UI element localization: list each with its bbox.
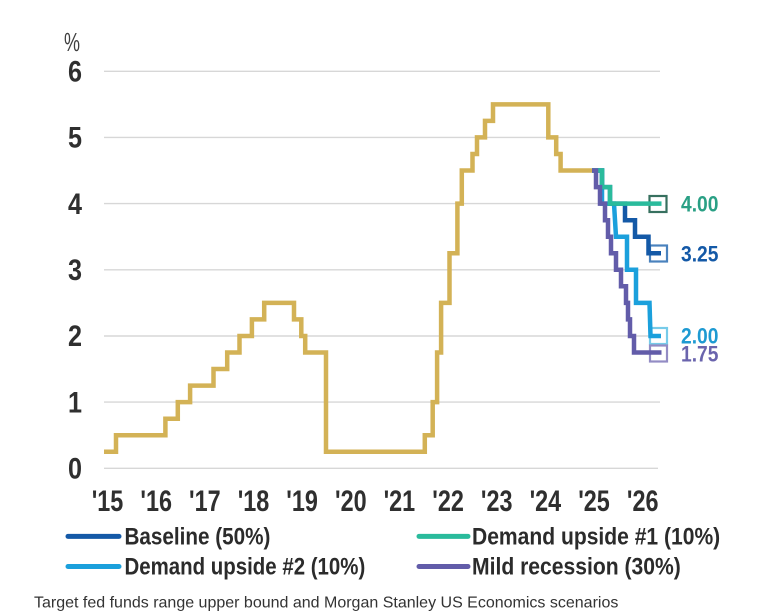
svg-text:'15: '15 xyxy=(92,484,124,517)
svg-text:Demand upside #2 (10%): Demand upside #2 (10%) xyxy=(125,553,366,580)
svg-text:0: 0 xyxy=(68,453,82,486)
svg-text:2.00: 2.00 xyxy=(681,324,718,348)
svg-text:'19: '19 xyxy=(286,484,318,517)
svg-text:3.25: 3.25 xyxy=(681,242,718,266)
svg-text:3: 3 xyxy=(68,254,82,287)
svg-text:4.00: 4.00 xyxy=(681,192,718,216)
svg-text:1.75: 1.75 xyxy=(681,342,718,366)
svg-text:'24: '24 xyxy=(530,484,562,517)
svg-text:Mild recession (30%): Mild recession (30%) xyxy=(472,553,681,580)
svg-text:'26: '26 xyxy=(627,484,659,517)
svg-text:Demand upside #1 (10%): Demand upside #1 (10%) xyxy=(472,523,720,550)
svg-text:2: 2 xyxy=(68,320,82,353)
svg-text:Target fed funds range upper b: Target fed funds range upper bound and M… xyxy=(34,595,618,612)
svg-text:'16: '16 xyxy=(140,484,172,517)
svg-text:Baseline (50%): Baseline (50%) xyxy=(125,523,271,550)
svg-text:'20: '20 xyxy=(335,484,367,517)
svg-text:%: % xyxy=(64,27,80,57)
svg-text:1: 1 xyxy=(68,386,82,419)
svg-text:'25: '25 xyxy=(578,484,610,517)
svg-text:6: 6 xyxy=(68,56,82,89)
svg-text:5: 5 xyxy=(68,122,82,155)
svg-text:4: 4 xyxy=(68,188,82,221)
svg-text:'18: '18 xyxy=(238,484,270,517)
svg-text:'23: '23 xyxy=(481,484,513,517)
svg-text:'22: '22 xyxy=(432,484,464,517)
svg-text:'17: '17 xyxy=(189,484,221,517)
svg-text:'21: '21 xyxy=(384,484,416,517)
